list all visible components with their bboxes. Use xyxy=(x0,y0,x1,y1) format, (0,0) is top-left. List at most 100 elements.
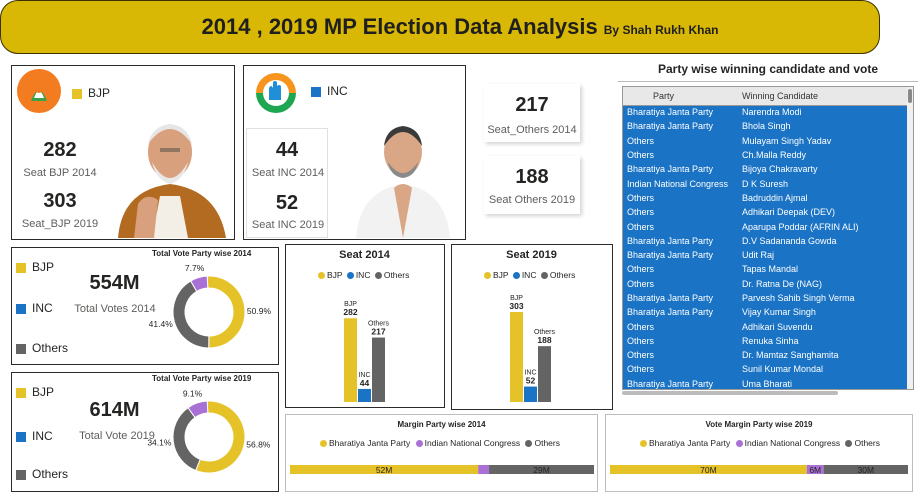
party-cell: Bharatiya Janta Party xyxy=(623,290,738,306)
vote-2014-card: Total Vote Party wise 2014 BJP INC Other… xyxy=(11,247,279,365)
legend-label: Others xyxy=(383,270,410,280)
seat-bar-inc xyxy=(524,386,537,402)
legend-others-swatch-icon xyxy=(16,343,26,354)
bjp-seat-2014-label: Seat BJP 2014 xyxy=(23,167,97,179)
bjp-label: BJP xyxy=(88,86,111,100)
seat-2014-title: Seat 2014 xyxy=(339,249,390,261)
table-row[interactable]: Others Sunil Kumar Mondal xyxy=(623,362,909,377)
donut-value-label: 7.7% xyxy=(185,263,205,273)
table-row[interactable]: Others Tapas Mandal xyxy=(623,262,909,277)
candidate-cell: Tapas Mandal xyxy=(738,262,909,277)
table-row[interactable]: Bharatiya Janta Party Vijay Kumar Singh xyxy=(623,305,909,320)
candidate-cell: Narendra Modi xyxy=(738,105,909,120)
seat-bar-others xyxy=(372,337,385,402)
legend-label: BJP xyxy=(493,270,509,280)
legend-dot-icon xyxy=(415,440,423,448)
col-candidate-header[interactable]: Winning Candidate xyxy=(738,87,909,106)
bjp-card: BJP 282 Seat BJP 2014 303 Seat_BJP 2019 xyxy=(11,65,235,240)
col-party-header[interactable]: Party xyxy=(623,87,738,106)
seat-2014-legend: BJP INC Others xyxy=(318,270,409,280)
legend-label: Others xyxy=(534,438,560,448)
others-2019-card: 188 Seat Others 2019 xyxy=(484,156,580,214)
table-row[interactable]: Bharatiya Janta Party Bijoya Chakravarty xyxy=(623,162,909,177)
bjp-seat-2014-value: 282 xyxy=(43,139,77,161)
margin-2019-bar: 70M 6M 30M xyxy=(610,465,908,475)
table-row[interactable]: Others Dr. Ratna De (NAG) xyxy=(623,276,909,291)
legend-inc-label: INC xyxy=(32,301,53,315)
candidate-cell: Sunil Kumar Mondal xyxy=(738,362,909,377)
legend-dot-icon xyxy=(735,440,743,448)
candidate-cell: D.V Sadananda Gowda xyxy=(738,233,909,248)
margin-segment-0 xyxy=(610,465,807,474)
scrollbar-thumb[interactable] xyxy=(908,89,912,103)
party-cell: Bharatiya Janta Party xyxy=(623,162,738,177)
party-cell: Indian National Congress xyxy=(623,176,738,191)
legend-inc-swatch-icon xyxy=(16,431,26,442)
table-row[interactable]: Bharatiya Janta Party Udit Raj xyxy=(623,247,909,263)
margin-value-label: 6M xyxy=(809,465,821,475)
vote-2014-legend-others: Others xyxy=(16,341,68,355)
candidate-cell: Vijay Kumar Singh xyxy=(738,305,909,320)
bjp-seat-2019-label: Seat_BJP 2019 xyxy=(21,218,99,230)
donut-slice-others xyxy=(172,280,210,349)
table-row[interactable]: Bharatiya Janta Party Narendra Modi xyxy=(623,105,909,120)
table-row[interactable]: Others Badruddin Ajmal xyxy=(623,190,909,206)
party-cell: Bharatiya Janta Party xyxy=(623,247,738,263)
legend-label: Indian National Congress xyxy=(744,438,841,448)
candidate-cell: Udit Raj xyxy=(738,247,909,263)
party-cell: Others xyxy=(623,348,738,363)
table-row[interactable]: Others Dr. Mamtaz Sanghamita xyxy=(623,348,909,363)
inc-seat-2019-label: Seat INC 2019 xyxy=(251,219,325,231)
winners-scrollbar[interactable] xyxy=(907,87,913,389)
legend-label: Others xyxy=(854,438,880,448)
header-banner: 2014 , 2019 MP Election Data Analysis By … xyxy=(0,0,880,54)
table-row[interactable]: Others Ch.Malla Reddy xyxy=(623,147,909,163)
inc-seat-2014-label: Seat INC 2014 xyxy=(251,167,325,179)
margin-value-label: 52M xyxy=(376,465,393,475)
donut-value-label: 9.1% xyxy=(183,389,203,399)
candidate-cell: Mulayam Singh Yadav xyxy=(738,133,909,148)
donut-slice-bjp xyxy=(206,275,246,349)
legend-label: BJP xyxy=(327,270,343,280)
legend-dot-icon xyxy=(484,272,491,280)
seat-bar-category-label: Others xyxy=(534,329,556,336)
candidate-cell: Badruddin Ajmal xyxy=(738,190,909,206)
winners-hscrollbar[interactable] xyxy=(622,391,838,395)
table-row[interactable]: Bharatiya Janta Party Bhola Singh xyxy=(623,119,909,134)
seat-2014-card: Seat 2014 BJP INC Others BJP 282 INC 44 Othe… xyxy=(285,244,445,408)
party-cell: Bharatiya Janta Party xyxy=(623,305,738,320)
margin-segment-1 xyxy=(806,465,824,474)
table-row[interactable]: Others Mulayam Singh Yadav xyxy=(623,133,909,148)
seat-bar-category-label: Others xyxy=(368,321,390,328)
winners-table-container[interactable]: Party Winning Candidate Bharatiya Janta … xyxy=(622,86,914,390)
title-text: 2014 , 2019 MP Election Data Analysis xyxy=(201,14,598,39)
table-row[interactable]: Bharatiya Janta Party D.V Sadananda Gowda xyxy=(623,233,909,248)
seat-bar-category-label: BJP xyxy=(344,301,357,308)
table-row[interactable]: Others Adhikari Deepak (DEV) xyxy=(623,205,909,220)
table-row[interactable]: Bharatiya Janta Party Uma Bharati xyxy=(623,376,909,389)
legend-bjp-swatch-icon xyxy=(16,262,26,273)
seat-2019-title: Seat 2019 xyxy=(506,249,557,261)
party-cell: Bharatiya Janta Party xyxy=(623,119,738,134)
margin-segment-2 xyxy=(823,465,908,474)
table-row[interactable]: Others Renuka Sinha xyxy=(623,333,909,349)
table-row[interactable]: Others Aparupa Poddar (AFRIN ALI) xyxy=(623,219,909,234)
seat-2019-card: Seat 2019 BJP INC Others BJP 303 INC 52 Othe… xyxy=(451,244,613,410)
margin-2019-title: Vote Margin Party wise 2019 xyxy=(705,420,813,429)
margin-2014-bar: 52M 29M xyxy=(290,465,594,475)
donut-value-label: 41.4% xyxy=(149,319,174,329)
legend-bjp-swatch-icon xyxy=(16,387,26,398)
party-cell: Others xyxy=(623,133,738,148)
table-row[interactable]: Bharatiya Janta Party Parvesh Sahib Singh… xyxy=(623,290,909,306)
legend-label: Bharatiya Janta Party xyxy=(649,438,731,448)
inc-legend: INC xyxy=(311,84,348,98)
table-row[interactable]: Others Adhikari Suvendu xyxy=(623,319,909,334)
legend-bjp-label: BJP xyxy=(32,385,55,399)
bjp-logo-icon xyxy=(17,69,61,113)
seat-bar-others xyxy=(538,346,551,402)
table-row[interactable]: Indian National Congress D K Suresh xyxy=(623,176,909,191)
margin-2014-legend: Bharatiya Janta Party Indian National Co… xyxy=(320,438,560,448)
party-cell: Others xyxy=(623,219,738,234)
